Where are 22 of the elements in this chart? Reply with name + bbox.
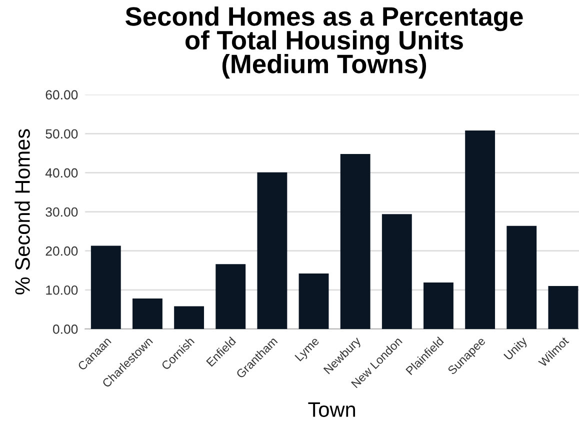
y-axis-title: % Second Homes: [14, 129, 30, 294]
y-tick-label: 40.00: [45, 168, 78, 178]
bar: [548, 286, 578, 329]
bar: [340, 154, 370, 329]
bar: [382, 214, 412, 329]
bar: [257, 172, 288, 329]
bar: [174, 306, 204, 329]
y-tick-label: 0.00: [53, 324, 78, 334]
bar: [132, 298, 162, 329]
y-tick-label: 50.00: [46, 129, 78, 139]
y-tick-label: 30.00: [46, 207, 78, 217]
chart-title: Second Homes as a Percentage of Total Housing Units (Medium Towns): [126, 6, 523, 79]
bar: [465, 130, 496, 329]
bar: [216, 264, 246, 329]
x-axis-title: Town: [308, 402, 356, 417]
y-tick-label: 10.00: [46, 285, 78, 295]
bar: [298, 273, 329, 329]
y-tick-label: 20.00: [46, 246, 78, 256]
bar: [90, 246, 121, 329]
bar: [506, 226, 537, 329]
bar: [424, 282, 454, 329]
y-tick-label: 60.00: [46, 90, 78, 100]
